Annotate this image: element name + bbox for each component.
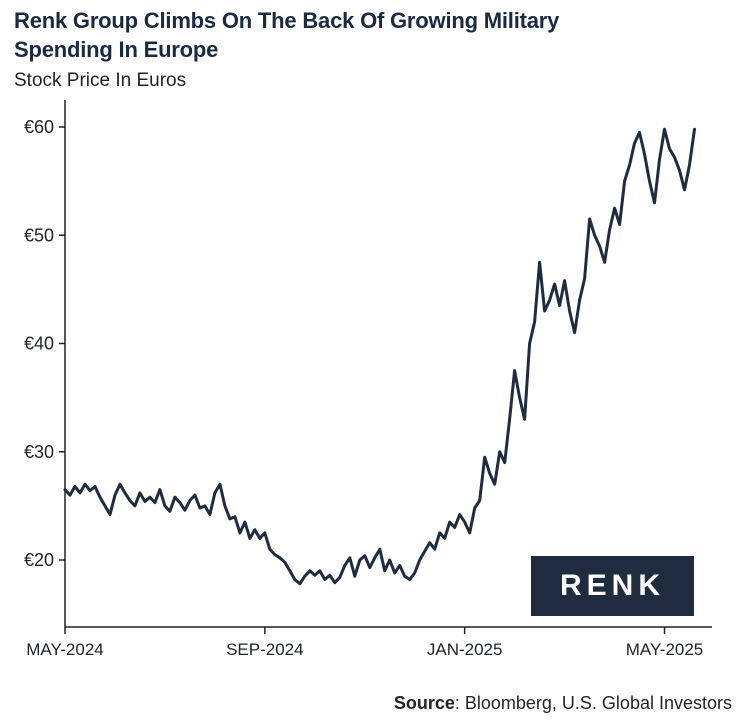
y-tick-label: €60 (24, 117, 54, 137)
x-tick-label: SEP-2024 (226, 640, 304, 659)
source-label: Source (393, 693, 455, 713)
renk-logo-text: RENK (559, 569, 665, 602)
chart-subtitle: Stock Price In Euros (14, 70, 187, 91)
y-tick-label: €50 (24, 225, 54, 245)
chart-title: Renk Group Climbs On The Back Of Growing… (14, 8, 560, 62)
source-note: Source: Bloomberg, U.S. Global Investors (394, 693, 732, 714)
x-tick-label: JAN-2025 (427, 640, 503, 659)
series-line-renk-price (63, 127, 696, 586)
source-text: : Bloomberg, U.S. Global Investors (454, 693, 732, 713)
y-tick-label: €40 (24, 334, 54, 354)
x-tick-label: MAY-2025 (626, 640, 704, 659)
x-tick-label: MAY-2024 (26, 640, 104, 659)
y-tick-label: €30 (24, 442, 54, 462)
renk-logo: RENK (531, 556, 694, 616)
y-tick-label: €20 (24, 550, 54, 570)
